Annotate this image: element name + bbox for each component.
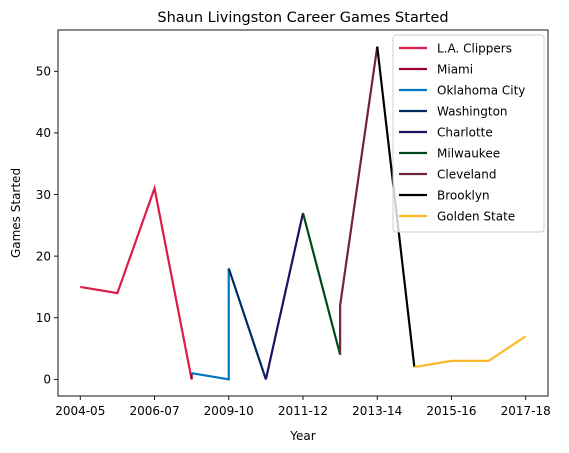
y-axis-label: Games Started bbox=[9, 168, 23, 258]
series-line-5 bbox=[301, 212, 342, 355]
y-axis: 0 10 20 30 40 50 bbox=[36, 65, 58, 387]
y-tick-label: 10 bbox=[36, 311, 51, 325]
legend-label: Charlotte bbox=[437, 125, 493, 139]
series-line-0 bbox=[80, 184, 193, 380]
x-tick-label: 2004-05 bbox=[55, 404, 105, 418]
series-line-2 bbox=[191, 268, 230, 381]
legend: L.A. Clippers Miami Oklahoma City Washingto… bbox=[392, 34, 545, 233]
series-line-6 bbox=[339, 46, 379, 355]
series-line-4 bbox=[264, 212, 305, 380]
legend-label: Miami bbox=[437, 62, 473, 76]
legend-box bbox=[392, 34, 545, 233]
x-tick-label: 2013-14 bbox=[352, 404, 402, 418]
legend-label: Milwaukee bbox=[437, 146, 500, 160]
y-tick-label: 0 bbox=[43, 373, 51, 387]
x-tick-label: 2017-18 bbox=[501, 404, 551, 418]
y-tick-label: 50 bbox=[36, 65, 51, 79]
x-axis-label: Year bbox=[289, 429, 315, 443]
series-line-3 bbox=[227, 268, 267, 380]
chart-title: Shaun Livingston Career Games Started bbox=[157, 10, 448, 26]
x-tick-label: 2011-12 bbox=[278, 404, 328, 418]
x-tick-label: 2015-16 bbox=[426, 404, 476, 418]
legend-label: Brooklyn bbox=[437, 188, 490, 202]
y-tick-label: 20 bbox=[36, 249, 51, 263]
y-tick-label: 30 bbox=[36, 188, 51, 202]
legend-label: Washington bbox=[437, 104, 508, 118]
legend-label: Golden State bbox=[437, 209, 515, 223]
x-tick-label: 2006-07 bbox=[129, 404, 179, 418]
legend-label: Oklahoma City bbox=[437, 83, 525, 97]
series-line-8 bbox=[414, 335, 527, 369]
legend-label: Cleveland bbox=[437, 167, 497, 181]
legend-label: L.A. Clippers bbox=[437, 41, 512, 55]
series-layer bbox=[80, 46, 527, 381]
x-tick-label: 2009-10 bbox=[204, 404, 254, 418]
x-axis: 2004-05 2006-07 2009-10 2011-12 2013-14 2015-… bbox=[55, 396, 551, 418]
y-tick-label: 40 bbox=[36, 126, 51, 140]
